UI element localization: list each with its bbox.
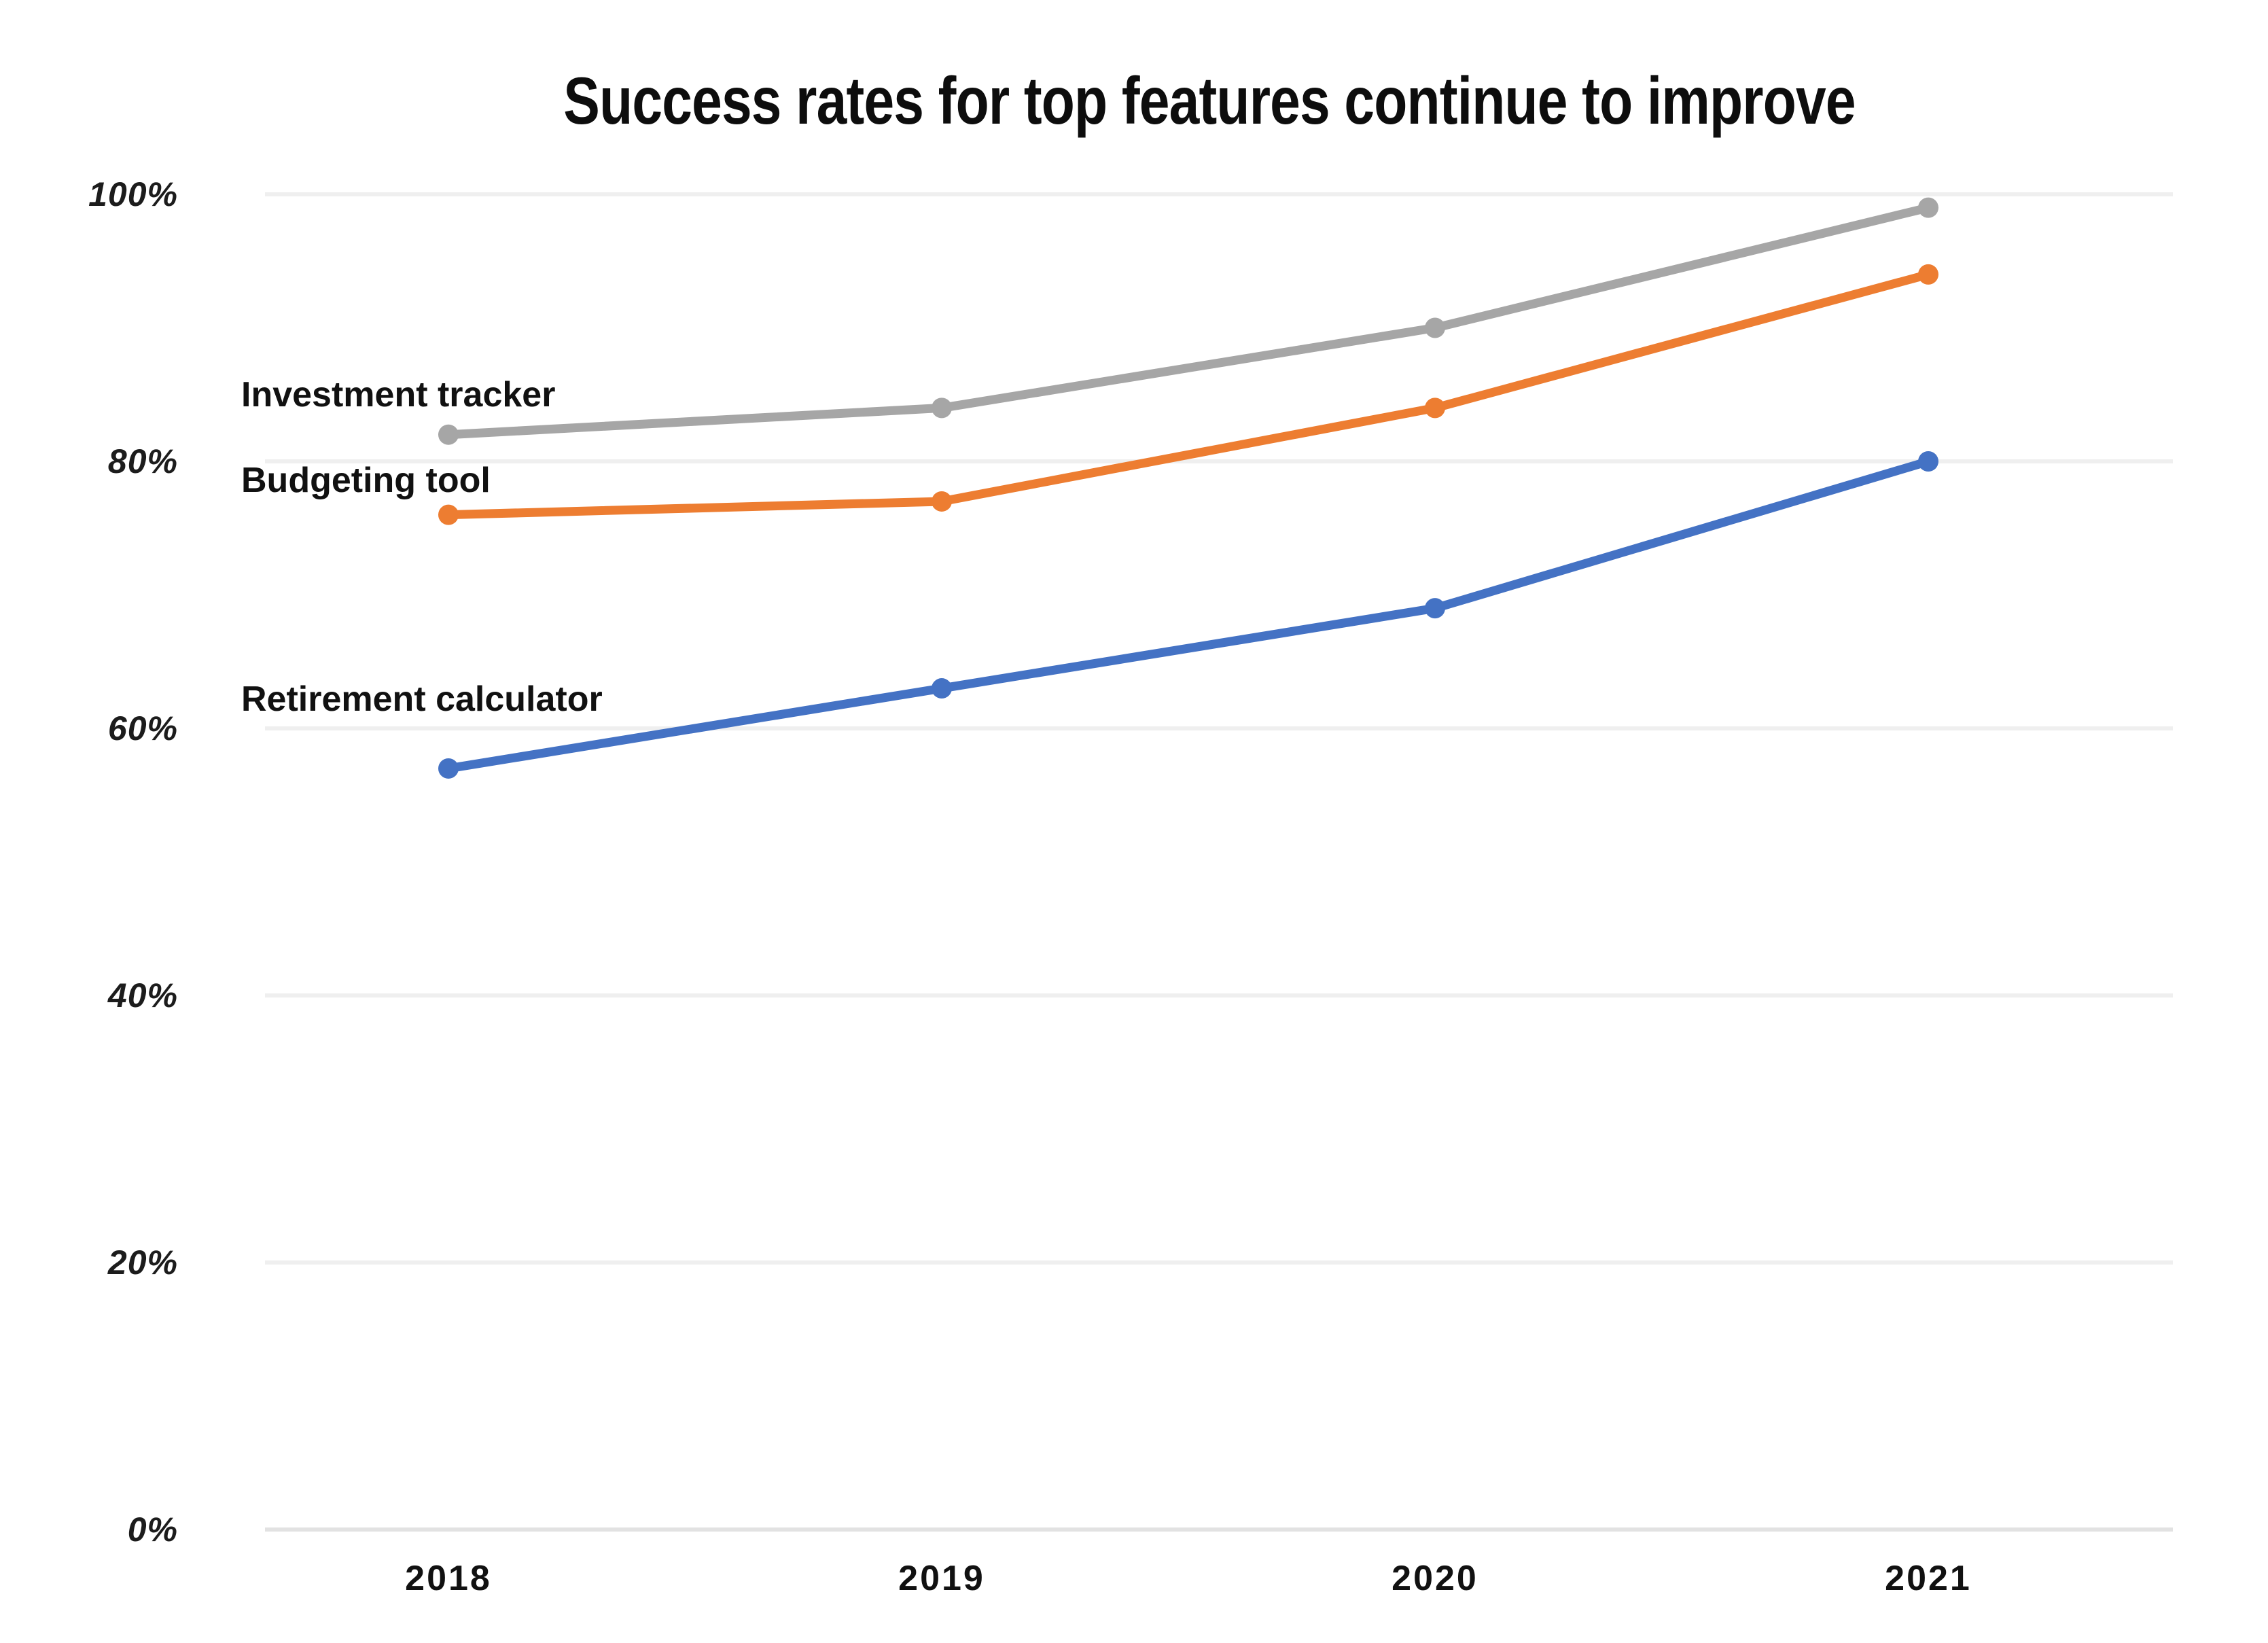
data-point-investment-tracker-2021 xyxy=(1918,197,1938,218)
series-points xyxy=(438,197,1938,779)
x-axis-tick-label: 2021 xyxy=(1885,1559,1972,1598)
y-axis-tick-label: 80% xyxy=(108,442,178,480)
data-point-retirement-calculator-2019 xyxy=(932,678,952,699)
series-line-retirement-calculator xyxy=(444,457,1933,773)
gridlines xyxy=(265,192,2173,1532)
data-point-budgeting-tool-2020 xyxy=(1425,398,1445,419)
x-axis-labels: 2018 2019 2020 2021 xyxy=(405,1559,1972,1598)
y-axis-tick-label: 60% xyxy=(108,709,178,747)
data-point-retirement-calculator-2021 xyxy=(1918,451,1938,472)
y-axis-tick-label: 40% xyxy=(107,976,178,1014)
data-point-investment-tracker-2020 xyxy=(1425,317,1445,338)
y-axis-labels: 0% 20% 40% 60% 80% 100% xyxy=(88,175,178,1549)
series-lines xyxy=(444,203,1933,773)
x-axis-tick-label: 2019 xyxy=(898,1559,985,1598)
series-label-retirement-calculator: Retirement calculator xyxy=(241,679,603,719)
y-axis-tick-label: 20% xyxy=(107,1243,178,1282)
data-point-budgeting-tool-2019 xyxy=(932,491,952,512)
y-axis-tick-label: 0% xyxy=(128,1510,178,1549)
series-line-budgeting-tool xyxy=(444,270,1933,520)
data-point-budgeting-tool-2018 xyxy=(438,504,459,525)
x-axis-tick-label: 2018 xyxy=(405,1559,492,1598)
series-labels: Investment tracker Budgeting tool Retireme… xyxy=(241,375,603,719)
data-point-budgeting-tool-2021 xyxy=(1918,264,1938,285)
data-point-retirement-calculator-2020 xyxy=(1425,598,1445,619)
series-line-investment-tracker xyxy=(444,203,1933,440)
series-label-investment-tracker: Investment tracker xyxy=(241,375,555,414)
chart-title-group: Success rates for top features continue … xyxy=(563,63,1856,137)
x-axis-tick-label: 2020 xyxy=(1392,1559,1478,1598)
chart-title: Success rates for top features continue … xyxy=(563,63,1855,137)
data-point-investment-tracker-2018 xyxy=(438,424,459,445)
data-point-retirement-calculator-2018 xyxy=(438,758,459,779)
series-label-budgeting-tool: Budgeting tool xyxy=(241,461,491,500)
y-axis-tick-label: 100% xyxy=(88,175,178,213)
data-point-investment-tracker-2019 xyxy=(932,398,952,419)
